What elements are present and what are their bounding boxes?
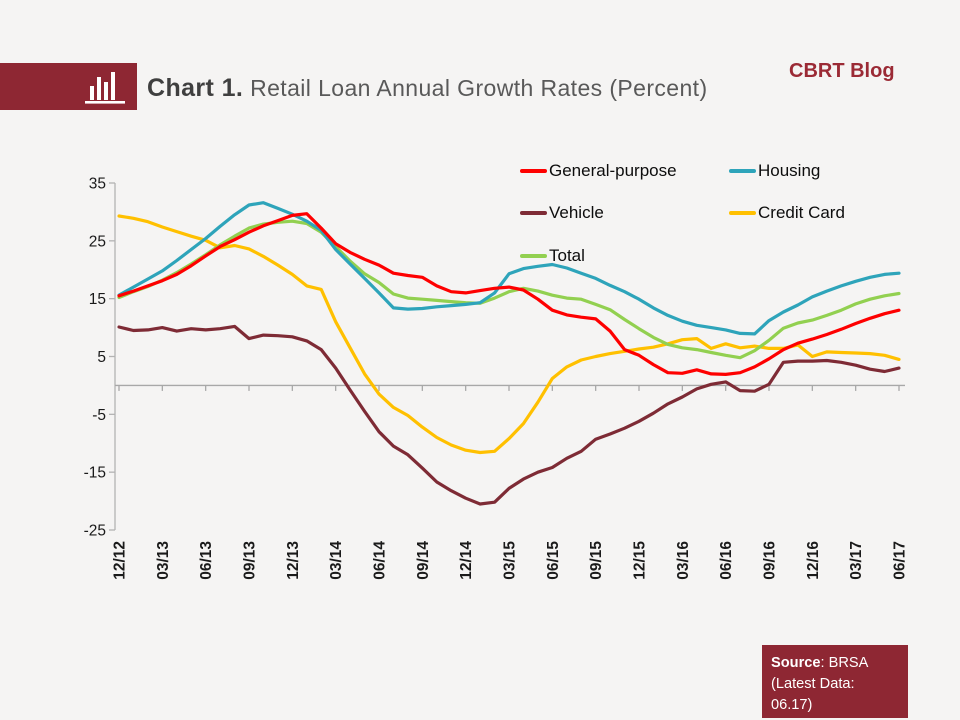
x-axis-label: 12/12 [112, 541, 129, 580]
brand-banner [0, 63, 137, 110]
y-axis-label: -25 [84, 523, 106, 540]
source-label: Source [771, 655, 821, 671]
y-axis-label: 35 [89, 176, 106, 193]
legend-marker-vehicle [520, 211, 547, 215]
series-line-housing [117, 201, 901, 336]
y-axis-label: 25 [89, 233, 106, 250]
chart-title: Chart 1. Retail Loan Annual Growth Rates… [147, 74, 708, 103]
legend-item-general-purpose: General-purpose [520, 161, 677, 181]
x-axis-label: 03/16 [675, 541, 692, 580]
y-axis-label: -15 [84, 465, 106, 482]
x-axis-label: 06/13 [198, 541, 215, 580]
legend-item-vehicle: Vehicle [520, 203, 604, 223]
series-line-credit-card [117, 214, 901, 455]
x-axis-label: 12/15 [632, 541, 649, 580]
legend-marker-credit-card [729, 211, 756, 215]
chart-title-text: Retail Loan Annual Growth Rates (Percent… [243, 75, 708, 101]
legend-label-credit-card: Credit Card [758, 203, 845, 222]
x-axis-label: 06/17 [892, 541, 909, 580]
source-box: Source: BRSA (Latest Data: 06.17) [762, 645, 908, 718]
bar-chart-icon [85, 71, 125, 104]
legend-marker-general-purpose [520, 169, 547, 173]
x-axis-label: 12/16 [805, 541, 822, 580]
y-axis-label: 5 [97, 349, 106, 366]
legend-item-credit-card: Credit Card [729, 203, 845, 223]
series-line-total [117, 219, 901, 360]
x-axis-label: 06/16 [718, 541, 735, 580]
source-value: : BRSA [820, 655, 869, 671]
x-axis-label: 06/14 [372, 541, 389, 580]
legend-label-general-purpose: General-purpose [549, 161, 677, 180]
x-axis-label: 03/14 [328, 541, 345, 580]
x-axis-label: 09/16 [762, 541, 779, 580]
x-axis-label: 12/14 [458, 541, 475, 580]
legend-item-housing: Housing [729, 161, 820, 181]
legend-marker-total [520, 254, 547, 258]
legend-label-housing: Housing [758, 161, 821, 180]
x-axis-label: 09/14 [415, 541, 432, 580]
x-axis-label: 06/15 [545, 541, 562, 580]
x-axis-label: 03/13 [155, 541, 172, 580]
chart-title-prefix: Chart 1. [147, 74, 244, 102]
series-line-general-purpose [117, 212, 901, 376]
y-axis-label: -5 [92, 407, 106, 424]
x-axis-label: 09/13 [242, 541, 259, 580]
legend-item-total: Total [520, 246, 585, 266]
y-axis-label: 15 [89, 291, 106, 308]
legend-label-vehicle: Vehicle [549, 203, 604, 222]
x-axis-label: 09/15 [588, 541, 605, 580]
legend-marker-housing [729, 169, 756, 173]
cbrt-blog-logo-text: CBRT Blog [789, 60, 895, 82]
x-axis-label: 03/15 [502, 541, 519, 580]
x-axis-label: 12/13 [285, 541, 302, 580]
series-line-vehicle [117, 324, 901, 506]
latest-data-note: (Latest Data: 06.17) [771, 676, 855, 714]
legend-label-total: Total [549, 246, 585, 265]
x-axis-label: 03/17 [848, 541, 865, 580]
